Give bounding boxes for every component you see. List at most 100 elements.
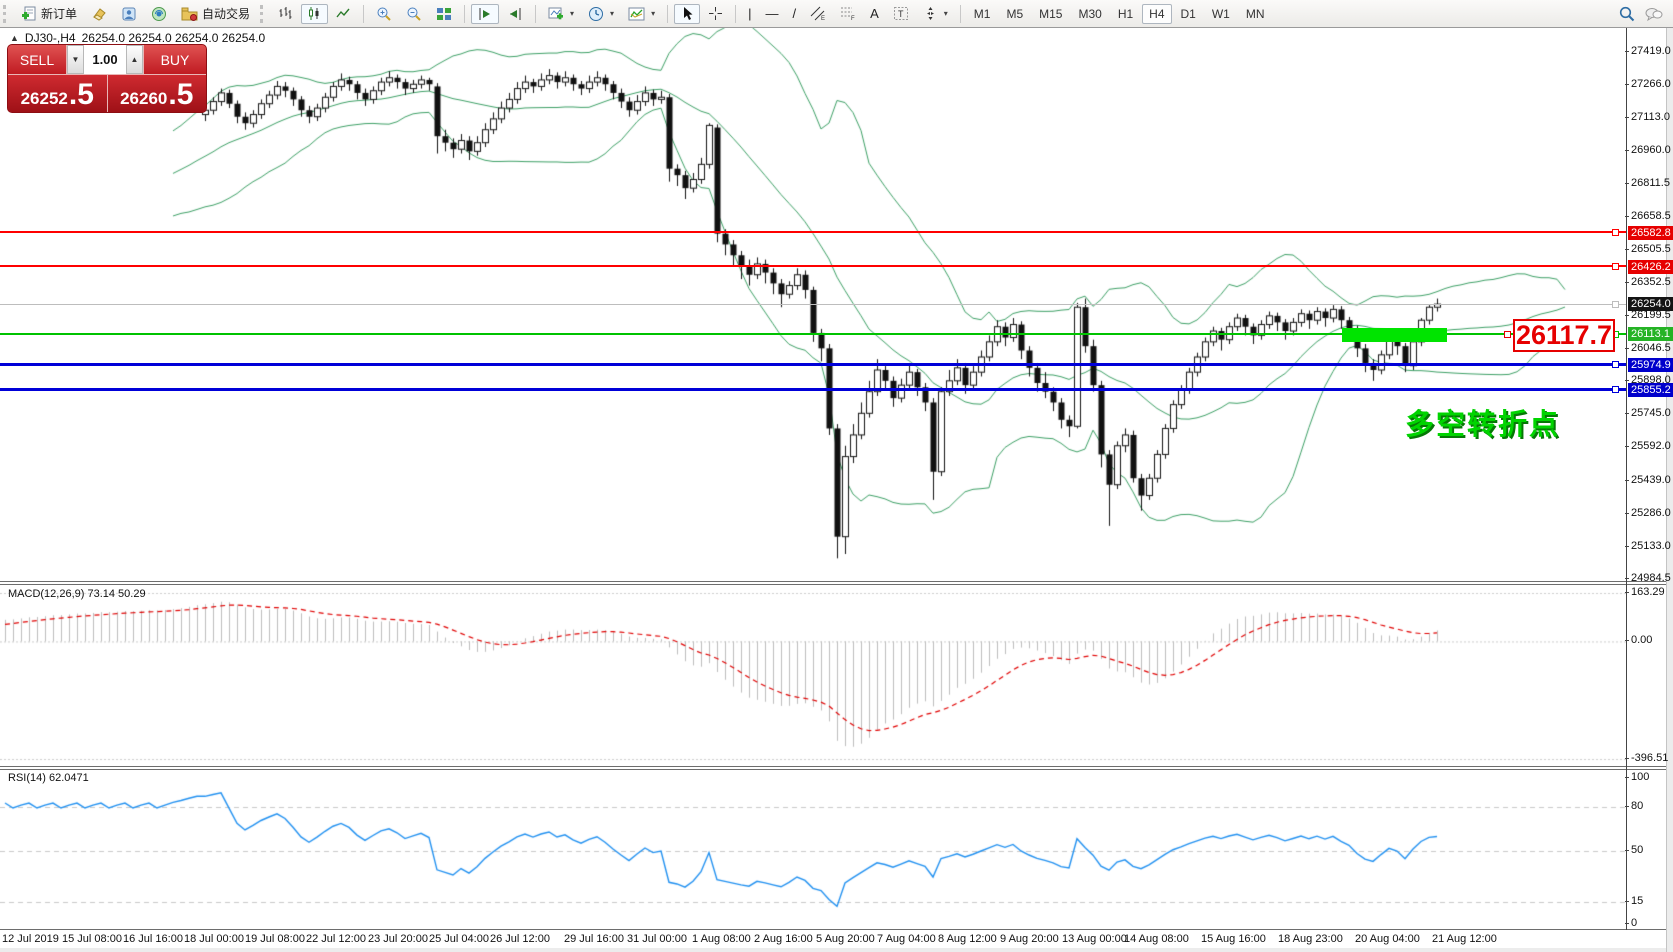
horizontal-level-line[interactable] <box>0 333 1626 335</box>
horizontal-line-tool[interactable]: — <box>759 4 784 24</box>
periods-dropdown[interactable]: ▾ <box>582 4 620 24</box>
crosshair-tool-button[interactable] <box>702 4 729 24</box>
toolbar-grip[interactable] <box>260 4 268 23</box>
line-anchor-handle[interactable] <box>1612 229 1619 236</box>
timeframe-h1[interactable]: H1 <box>1117 6 1134 21</box>
chat-icon[interactable] <box>1645 6 1663 22</box>
panel-separator[interactable] <box>0 581 1666 582</box>
svg-text:T: T <box>898 9 904 19</box>
dropdown-caret-icon: ▾ <box>610 9 615 18</box>
flag-anchor-handle[interactable] <box>1504 331 1511 338</box>
search-icon[interactable] <box>1619 6 1635 22</box>
collapse-icon[interactable]: ▲ <box>10 33 19 43</box>
trendline-tool[interactable]: / <box>786 4 802 24</box>
price-tick: 25439.0 <box>1625 474 1671 486</box>
time-axis-label: 15 Aug 16:00 <box>1201 933 1266 945</box>
clock-icon <box>589 6 604 21</box>
timeframe-m30[interactable]: M30 <box>1078 6 1102 21</box>
autotrade-button[interactable]: 自动交易 <box>175 4 256 24</box>
window-edge <box>0 948 1666 952</box>
main-toolbar: 新订单 自动交易 <box>0 0 1673 28</box>
timeframe-h4[interactable]: H4 <box>1142 3 1172 24</box>
highlight-rectangle[interactable] <box>1342 328 1447 342</box>
profile-button[interactable] <box>115 4 143 24</box>
horizontal-level-line[interactable] <box>0 363 1626 366</box>
indicators-icon <box>628 7 645 20</box>
autoscroll-button[interactable] <box>471 3 500 24</box>
horizontal-level-line[interactable] <box>0 304 1626 305</box>
signal-button[interactable] <box>145 4 173 24</box>
autotrade-label: 自动交易 <box>202 7 251 21</box>
volume-value[interactable]: 1.00 <box>92 52 118 67</box>
price-badge: 26254.0 <box>1628 297 1673 311</box>
channel-icon: E <box>810 6 825 21</box>
new-order-button[interactable]: 新订单 <box>15 4 83 24</box>
price-tick: 25286.0 <box>1625 507 1671 519</box>
toolbar-grip[interactable] <box>3 4 11 23</box>
eraser-button[interactable] <box>85 4 113 24</box>
timeframe-mn[interactable]: MN <box>1245 6 1265 21</box>
timeframe-m5[interactable]: M5 <box>1006 6 1024 21</box>
candlestick-chart-button[interactable] <box>301 3 329 24</box>
line-anchor-handle[interactable] <box>1612 386 1619 393</box>
fibonacci-tool[interactable]: F <box>834 4 862 24</box>
line-chart-button[interactable] <box>330 4 357 24</box>
price-tick: 26352.5 <box>1625 276 1671 288</box>
volume-up-button[interactable]: ▲ <box>126 45 143 74</box>
price-tick: 27113.0 <box>1625 111 1670 123</box>
zoom-out-button[interactable] <box>400 4 428 24</box>
price-tick: 26658.5 <box>1625 210 1671 222</box>
chart-shift-button[interactable] <box>501 4 529 24</box>
time-axis-label: 13 Aug 00:00 <box>1062 933 1127 945</box>
timeframe-m1[interactable]: M1 <box>973 6 991 21</box>
panel-separator[interactable] <box>0 766 1666 767</box>
channel-tool[interactable]: E <box>804 4 832 24</box>
bid-price[interactable]: 26252 .5 <box>8 75 108 112</box>
timeframe-d1[interactable]: D1 <box>1180 6 1196 21</box>
time-axis-label: 8 Aug 12:00 <box>938 933 997 945</box>
time-axis-label: 2 Aug 16:00 <box>754 933 813 945</box>
candlestick-chart-icon <box>309 7 319 20</box>
macd-axis-tick: 0.00 <box>1624 634 1653 646</box>
horizontal-level-line[interactable] <box>0 388 1626 391</box>
price-badge: 25974.9 <box>1628 358 1673 372</box>
price-badge: 26426.2 <box>1628 260 1673 274</box>
one-click-trading-panel: SELL ▼ 1.00 ▲ BUY 26252 .5 26260 .5 <box>8 45 206 112</box>
horizontal-level-line[interactable] <box>0 231 1626 233</box>
text-label-icon: T <box>893 7 908 20</box>
new-chart-dropdown[interactable]: ▾ <box>542 4 580 24</box>
zoom-in-button[interactable] <box>370 4 398 24</box>
horizontal-level-line[interactable] <box>0 265 1626 267</box>
sell-button[interactable]: SELL <box>8 45 67 74</box>
volume-down-button[interactable]: ▼ <box>67 45 84 74</box>
cursor-tool-button[interactable] <box>674 3 701 24</box>
vertical-line-tool[interactable]: | <box>742 4 757 24</box>
dropdown-caret-icon: ▾ <box>570 9 575 18</box>
line-anchor-handle[interactable] <box>1612 301 1619 308</box>
time-axis-label: 26 Jul 12:00 <box>490 933 550 945</box>
text-tool-icon: A <box>870 6 879 21</box>
line-anchor-handle[interactable] <box>1612 361 1619 368</box>
rsi-axis-tick: 100 <box>1624 771 1650 783</box>
eraser-icon <box>93 7 106 21</box>
line-anchor-handle[interactable] <box>1612 263 1619 270</box>
text-tool[interactable]: A <box>864 4 885 24</box>
time-axis-label: 20 Aug 04:00 <box>1355 933 1420 945</box>
text-label-tool[interactable]: T <box>887 4 915 24</box>
turning-point-annotation[interactable]: 多空转折点 <box>1405 409 1561 441</box>
arrows-dropdown[interactable]: ▾ <box>917 4 954 24</box>
time-axis-label: 16 Jul 16:00 <box>123 933 183 945</box>
bar-chart-button[interactable] <box>272 4 299 24</box>
toolbar-separator <box>667 4 669 23</box>
buy-button[interactable]: BUY <box>143 45 206 74</box>
timeframe-m15[interactable]: M15 <box>1039 6 1063 21</box>
time-axis-label: 22 Jul 12:00 <box>306 933 366 945</box>
tile-windows-button[interactable] <box>430 4 458 24</box>
timeframe-w1[interactable]: W1 <box>1211 6 1230 21</box>
price-flag-annotation[interactable]: 26117.7 <box>1513 319 1615 352</box>
horizontal-line-icon: — <box>765 6 779 21</box>
ask-price[interactable]: 26260 .5 <box>107 75 206 112</box>
indicators-dropdown[interactable]: ▾ <box>622 4 661 24</box>
